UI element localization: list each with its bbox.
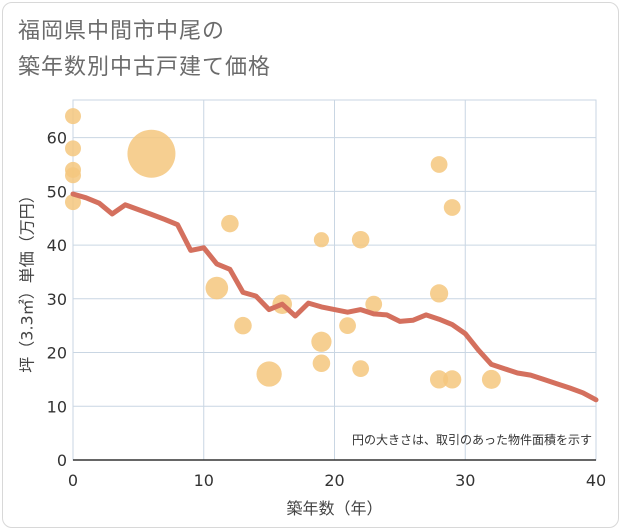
y-tick-label: 0 xyxy=(57,451,67,470)
data-bubble xyxy=(311,331,332,352)
y-tick-label: 10 xyxy=(47,397,67,416)
data-bubble xyxy=(443,370,462,389)
data-bubble xyxy=(365,295,383,313)
chart-title: 福岡県中間市中尾の 築年数別中古戸建て価格 xyxy=(18,14,271,86)
tick-labels: 0 10 20 30 40 0 10 20 30 40 50 60 xyxy=(47,129,607,490)
data-bubble xyxy=(351,230,370,249)
x-tick-label: 30 xyxy=(455,471,475,490)
data-bubble xyxy=(352,360,370,378)
data-bubble xyxy=(234,316,252,335)
trend-line xyxy=(70,191,599,403)
y-axis-label: 坪（3.3㎡）単価（万円） xyxy=(18,187,37,372)
data-bubble xyxy=(127,129,176,178)
trend-line-group xyxy=(70,191,599,403)
x-tick-label: 0 xyxy=(68,471,78,490)
y-tick-label: 40 xyxy=(47,236,67,255)
title-line-1: 福岡県中間市中尾の xyxy=(18,19,226,44)
y-tick-label: 50 xyxy=(47,182,67,201)
size-note: 円の大きさは、取引のあった物件面積を示す xyxy=(352,432,592,447)
data-bubble xyxy=(339,317,356,335)
x-tick-label: 10 xyxy=(194,471,214,490)
data-bubble xyxy=(65,108,81,125)
data-bubble xyxy=(65,194,81,211)
x-axis-label: 築年数（年） xyxy=(286,499,382,518)
data-bubble xyxy=(65,167,81,184)
y-tick-label: 20 xyxy=(47,344,67,363)
data-bubble xyxy=(481,369,501,389)
title-line-2: 築年数別中古戸建て価格 xyxy=(18,55,272,80)
x-tick-label: 20 xyxy=(324,471,344,490)
data-bubble xyxy=(430,156,448,173)
bubble-series xyxy=(65,108,501,389)
data-bubble xyxy=(256,361,282,387)
data-bubble xyxy=(429,370,449,389)
x-tick-label: 40 xyxy=(586,471,606,490)
data-bubble xyxy=(221,214,239,233)
data-bubble xyxy=(312,354,331,373)
data-bubble xyxy=(205,276,229,300)
data-bubble xyxy=(313,232,330,248)
y-tick-label: 60 xyxy=(47,129,67,148)
data-bubble xyxy=(443,199,461,216)
data-bubble xyxy=(429,284,449,303)
data-bubble xyxy=(65,140,81,157)
y-tick-label: 30 xyxy=(47,290,67,309)
